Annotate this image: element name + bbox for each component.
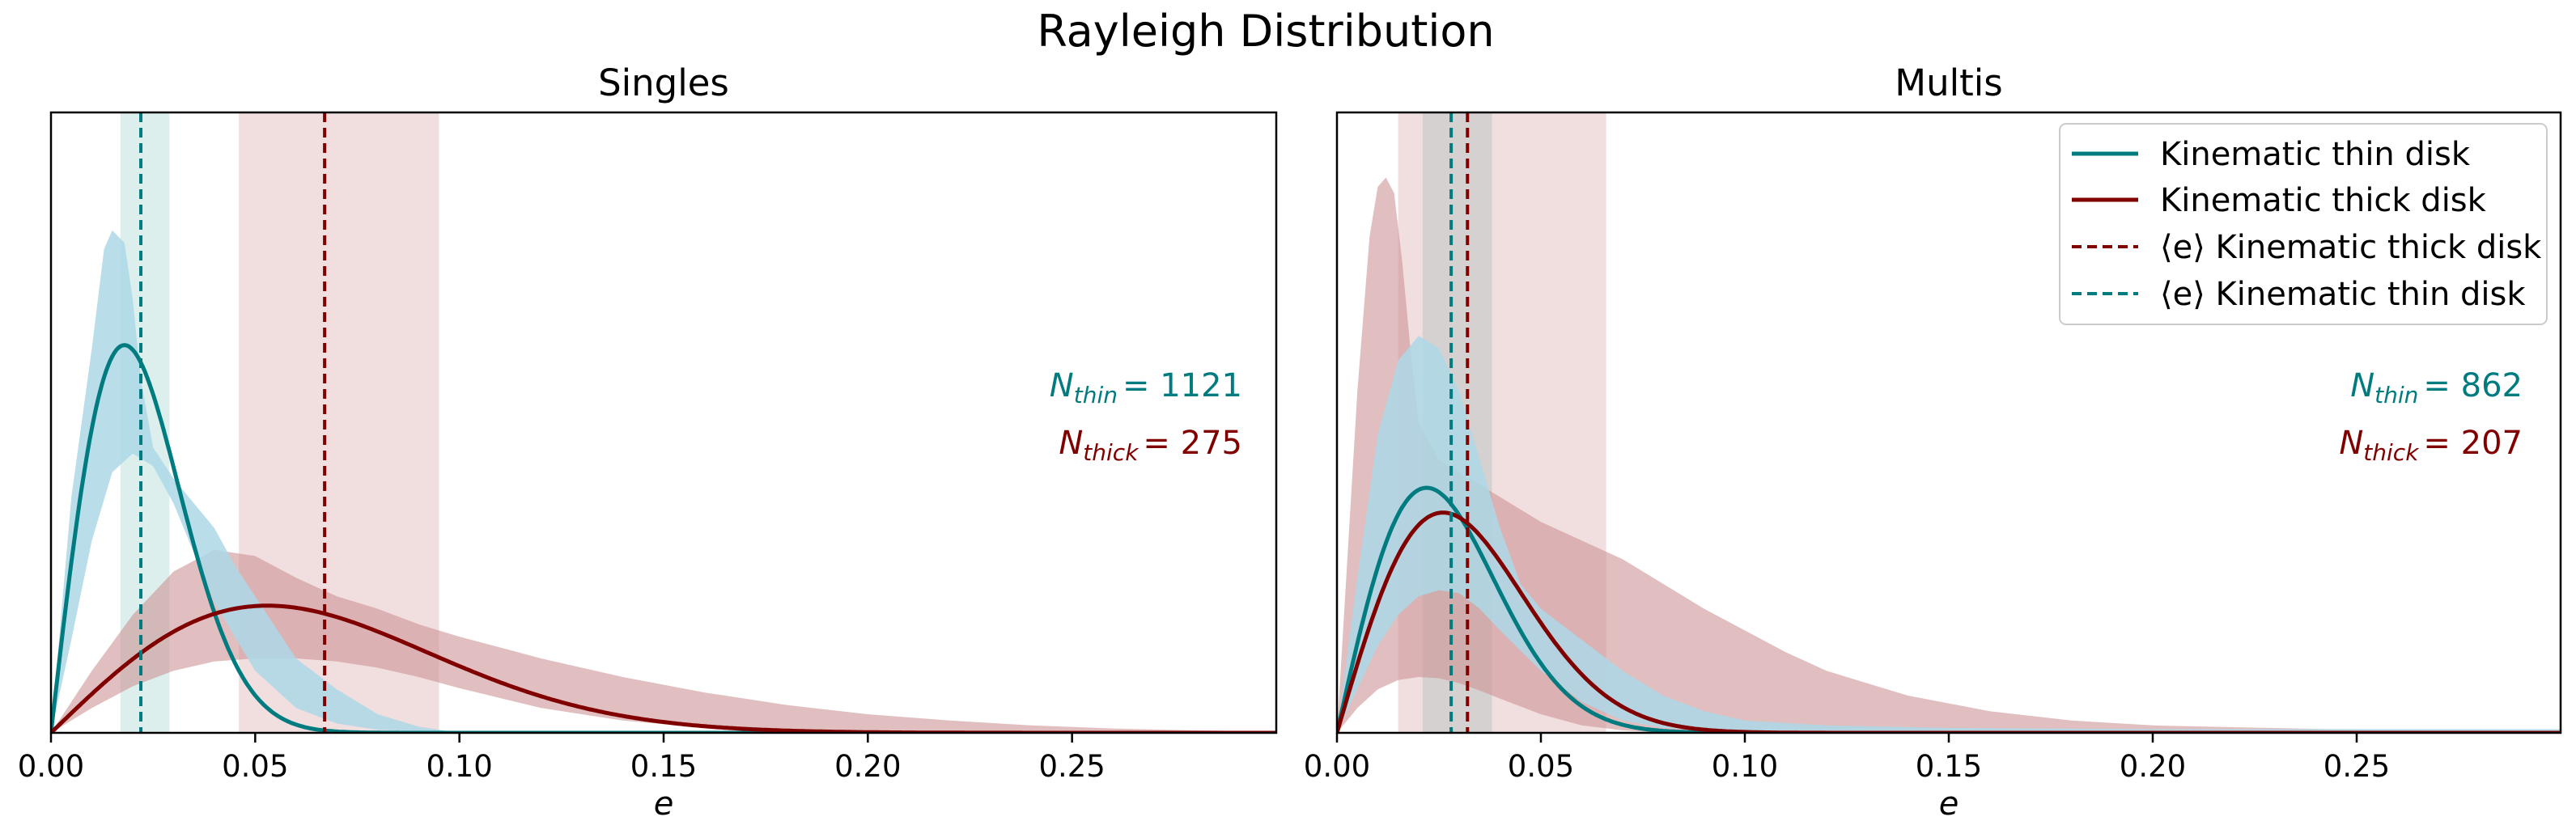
multis-panel: Multis 0.00 0.05 0.10 0.15 0.20 0.25 e Nthin =… [1304,61,2562,823]
singles-xtick-label: 0.20 [834,749,901,784]
legend-label-mean-thin: ⟨e⟩ Kinematic thin disk [2160,276,2526,313]
singles-band-thick [51,549,1276,733]
multis-xtick-label: 0.15 [1916,749,1982,784]
singles-n-thin: Nthin = 1121 [1050,367,1242,408]
multis-xtick-label: 0.00 [1304,749,1370,784]
multis-clipped-marks [1337,112,2561,733]
multis-xtick-label: 0.10 [1712,749,1778,784]
singles-title: Singles [598,61,729,104]
multis-xlabel: e [1939,785,1959,823]
singles-n-thick-symbol: N [1059,425,1083,462]
multis-curve-thin [1337,485,2561,733]
singles-xlabel: e [654,785,674,823]
multis-n-thin-symbol: N [2350,367,2374,404]
multis-n-thick-symbol: N [2339,425,2363,462]
multis-curve-thick [1337,510,2561,733]
multis-plot-area [1337,112,2561,733]
singles-xtick-label: 0.15 [630,749,697,784]
legend-label-thick: Kinematic thick disk [2160,182,2487,219]
singles-xtick-label: 0.00 [18,749,84,784]
multis-x-ticks: 0.00 0.05 0.10 0.15 0.20 0.25 [1304,733,2390,784]
singles-n-thin-symbol: N [1050,367,1074,404]
multis-n-thin: Nthin = 862 [2350,367,2523,408]
legend-label-mean-thick: ⟨e⟩ Kinematic thick disk [2160,229,2542,266]
multis-n-thin-subscript: thin [2374,382,2418,408]
multis-title: Multis [1895,61,2002,104]
legend: Kinematic thin disk Kinematic thick disk… [2059,123,2548,325]
legend-label-thin: Kinematic thin disk [2160,136,2471,173]
multis-n-thick: Nthick = 207 [2339,425,2523,466]
multis-n-thin-value: = 862 [2423,367,2523,404]
singles-n-thick-value: = 275 [1143,425,1242,462]
singles-plot-area [51,112,1276,733]
singles-xtick-label: 0.10 [426,749,492,784]
singles-xtick-label: 0.25 [1038,749,1105,784]
multis-xtick-label: 0.25 [2323,749,2390,784]
singles-curve-thick [51,603,1276,733]
multis-xtick-label: 0.20 [2120,749,2186,784]
multis-n-thick-value: = 207 [2423,425,2523,462]
singles-n-thin-value: = 1121 [1122,367,1242,404]
singles-xtick-label: 0.05 [222,749,288,784]
multis-xtick-label: 0.05 [1508,749,1574,784]
multis-n-thick-subscript: thick [2363,439,2420,466]
multis-band-thick [1337,177,2561,733]
singles-n-thick: Nthick = 275 [1059,425,1242,466]
singles-x-ticks: 0.00 0.05 0.10 0.15 0.20 0.25 [18,733,1106,784]
figure-title: Rayleigh Distribution [1037,6,1494,57]
singles-n-thin-subscript: thin [1074,382,1118,408]
singles-n-thick-subscript: thick [1083,439,1139,466]
singles-curve-thin [51,343,1276,733]
legend-frame [2059,123,2548,325]
singles-clipped-marks [51,112,1276,733]
singles-panel: Singles 0.00 0.05 0.10 0.15 0.20 0.25 e Nthin… [18,61,1278,823]
